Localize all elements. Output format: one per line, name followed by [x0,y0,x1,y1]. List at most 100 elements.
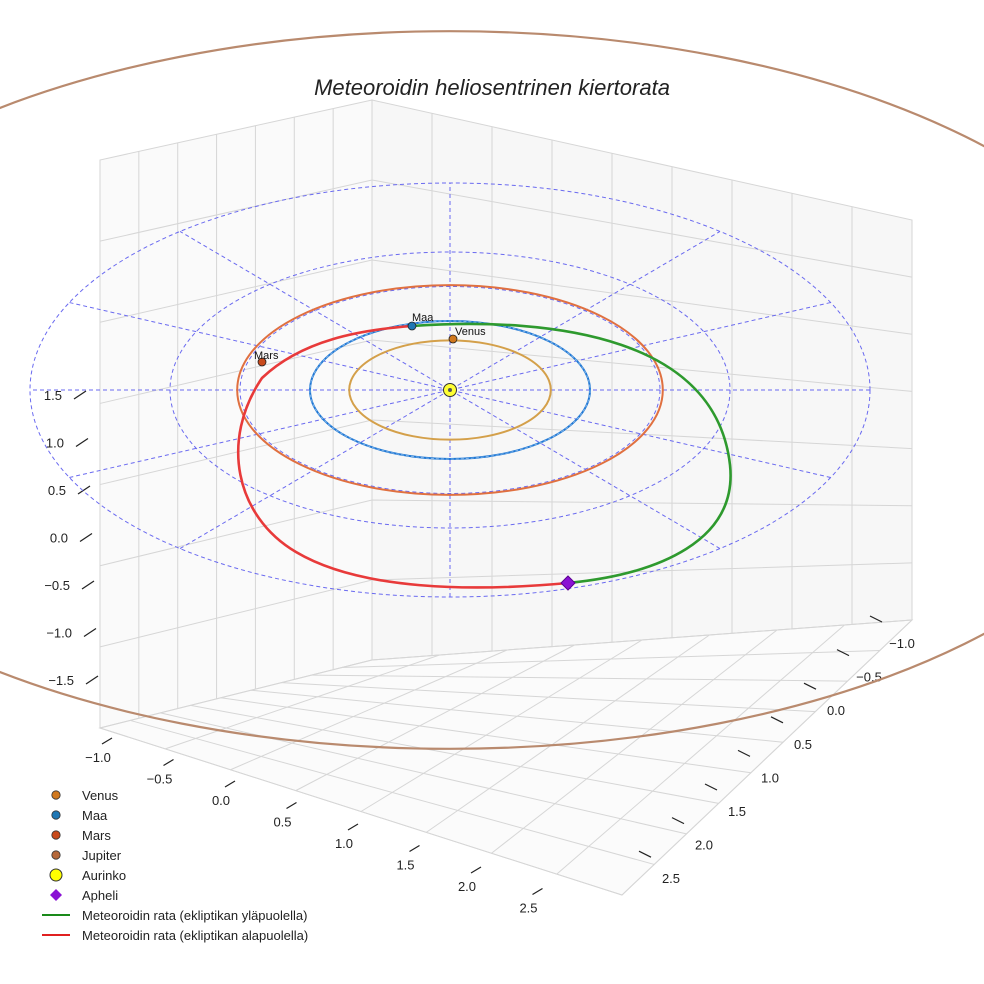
y-tick [737,749,751,757]
legend-marker [36,885,76,905]
legend-item: Venus [36,785,308,805]
ecliptic-spoke [179,230,721,550]
x-tick-label: 2.0 [458,879,476,894]
grid-line [491,629,778,854]
y-tick-label: 1.0 [761,770,779,785]
grid-line [99,259,913,335]
y-tick [836,649,850,657]
x-tick [163,758,174,767]
y-tick [803,682,817,690]
grid-line [99,499,913,567]
x-tick [347,823,359,831]
z-tick [73,390,87,400]
grid-line [99,727,623,896]
axis-ticks: −1.5 −1.0 −0.5 0.0 0.5 1.0 1.5 −1.0 −0.5 0.0 0.5 1.… [44,388,915,916]
z-tick-label: 0.5 [48,483,66,498]
planet-label-maa: Maa [412,312,434,324]
x-tick [470,866,482,874]
legend-marker [36,865,76,885]
planet-maa [407,321,417,331]
legend-item: Mars [36,825,308,845]
legend-item: Meteoroidin rata (ekliptikan alapuolella… [36,925,308,945]
y-tick-label: 2.5 [662,871,680,886]
x-tick-label: 2.5 [519,901,537,916]
legend-item: Jupiter [36,845,308,865]
grid-line [360,639,643,812]
legend-label: Aurinko [82,867,127,883]
z-tick [85,675,99,685]
x-tick [286,801,297,810]
planet-venus [448,334,458,344]
z-tick [77,485,91,495]
legend-item: Aurinko [36,865,308,885]
x-tick-label: 0.5 [273,815,291,830]
legend-label: Apheli [82,887,119,903]
z-tick [83,628,97,637]
z-tick-label: 1.5 [44,388,62,403]
x-tick-label: 1.0 [335,836,353,851]
legend-marker [36,825,76,845]
y-tick-label: 0.0 [827,703,845,718]
grid-line [311,674,848,682]
legend-label: Meteoroidin rata (ekliptikan yläpuolella… [82,907,308,923]
grid-line [220,697,751,774]
markers: Maa Venus Mars [254,312,576,591]
legend-label: Mars [82,827,111,843]
legend-label: Venus [82,787,119,803]
legend-item: Meteoroidin rata (ekliptikan yläpuolella… [36,905,308,925]
y-tick-label: 0.5 [794,737,812,752]
y-tick-label: 1.5 [728,804,746,819]
left-pane [99,99,373,729]
grid-line [281,682,816,713]
grid-line [425,634,710,833]
y-tick [770,716,784,724]
y-tick [869,615,883,623]
legend-item: Maa [36,805,308,825]
planet-mars [257,357,267,367]
legend-marker [36,785,76,805]
z-tick-label: 0.0 [50,531,68,546]
grid-line [371,619,913,661]
back-pane [371,99,913,661]
orbit-jupiter [0,30,984,750]
z-tick-label: −0.5 [44,578,70,593]
legend-label: Maa [82,807,108,823]
legend-label: Jupiter [82,847,122,863]
grid-line [130,719,655,865]
grid-line [251,689,784,743]
z-tick-label: 1.0 [46,436,64,451]
z-tick-label: −1.0 [46,626,72,641]
x-tick-label: −0.5 [147,772,173,787]
grid-line [230,649,508,771]
z-tick [75,438,89,447]
grid-line [295,644,575,792]
x-tick [224,780,236,788]
legend-marker [36,905,76,925]
chart-title: Meteoroidin heliosentrinen kiertorata [314,75,670,100]
y-tick-label: −1.0 [889,636,915,651]
planet-label-mars: Mars [254,350,279,362]
grid-line [556,624,845,875]
y-tick [638,850,652,858]
y-tick [704,783,718,791]
x-tick-label: 1.5 [396,858,414,873]
meteoroid-orbit-above [411,322,732,585]
x-tick [532,887,543,896]
legend: Venus Maa Mars Jupiter Aurinko Apheli Meteoroi… [36,785,308,945]
x-tick [101,737,113,745]
y-tick [671,817,685,825]
x-tick [409,844,420,853]
meteoroid-orbit [236,322,732,589]
grid-line [99,179,913,278]
ecliptic-spoke [179,230,721,550]
orbit-maa-trace [309,320,591,460]
grid-line [190,704,719,804]
grid-line [165,654,440,750]
z-tick [79,533,93,542]
legend-marker [36,805,76,825]
planet-label-venus: Venus [455,326,486,338]
legend-marker [36,925,76,945]
grid-line [99,419,913,486]
legend-item: Apheli [36,885,308,905]
